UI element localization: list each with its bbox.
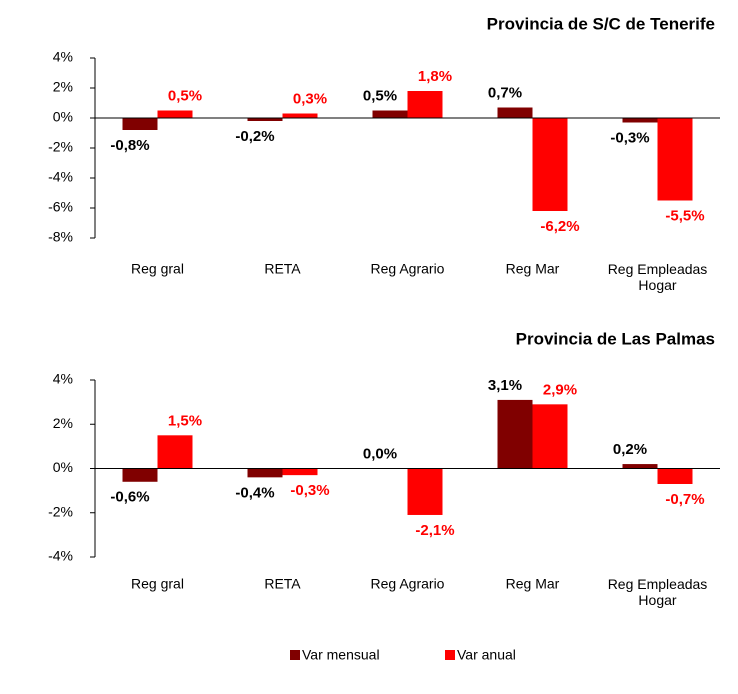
value-label: -2,1% (415, 522, 454, 539)
value-label: 0,0% (363, 445, 397, 462)
value-label: -5,5% (665, 207, 704, 224)
bar (497, 107, 533, 118)
bar (122, 468, 158, 482)
y-tick-label: 4% (53, 371, 73, 387)
bar (622, 464, 658, 469)
x-tick-label: Reg Agrario (371, 576, 445, 592)
bar (247, 468, 283, 478)
bar (122, 118, 158, 130)
bar (247, 118, 283, 121)
legend-swatch (290, 650, 300, 660)
value-label: -0,8% (110, 137, 149, 154)
legend-swatch (445, 650, 455, 660)
y-tick-label: -6% (48, 199, 73, 215)
x-tick-label: Reg Mar (506, 261, 560, 277)
legend-label: Var mensual (302, 647, 380, 663)
bar (657, 468, 693, 484)
bar (407, 468, 443, 515)
value-label: -0,3% (290, 482, 329, 499)
y-tick-label: 0% (53, 109, 73, 125)
y-tick-label: 2% (53, 79, 73, 95)
x-tick-label: Reg gral (131, 261, 184, 277)
value-label: 1,8% (418, 68, 452, 85)
x-tick-label: Reg Empleadas Hogar (608, 261, 708, 293)
value-label: -6,2% (540, 218, 579, 235)
y-tick-label: -2% (48, 503, 73, 519)
x-tick-label: Reg Agrario (371, 261, 445, 277)
y-tick-label: 2% (53, 415, 73, 431)
y-tick-label: -8% (48, 229, 73, 245)
value-label: 1,5% (168, 412, 202, 429)
legend-label: Var anual (457, 647, 516, 663)
value-label: 0,5% (168, 87, 202, 104)
bar (497, 399, 533, 469)
value-label: -0,3% (610, 129, 649, 146)
bar (407, 91, 443, 118)
x-tick-label: Reg Mar (506, 576, 560, 592)
x-tick-label: Reg gral (131, 576, 184, 592)
value-label: 3,1% (488, 377, 522, 394)
value-label: -0,7% (665, 491, 704, 508)
y-tick-label: 0% (53, 459, 73, 475)
x-tick-label: RETA (264, 261, 301, 277)
bar (657, 118, 693, 201)
value-label: -0,2% (235, 128, 274, 145)
value-label: 0,2% (613, 441, 647, 458)
value-label: -0,4% (235, 484, 274, 501)
bar (372, 110, 408, 118)
x-tick-label: Reg Empleadas Hogar (608, 576, 708, 608)
y-tick-label: -4% (48, 548, 73, 564)
value-label: -0,6% (110, 489, 149, 506)
bar (282, 468, 318, 476)
bar (622, 118, 658, 123)
bar (282, 113, 318, 118)
value-label: 0,3% (293, 90, 327, 107)
bar (532, 404, 568, 469)
bar (157, 110, 193, 118)
bar (157, 435, 193, 469)
value-label: 2,9% (543, 381, 577, 398)
bar (532, 118, 568, 211)
y-tick-label: 4% (53, 49, 73, 65)
y-tick-label: -2% (48, 139, 73, 155)
value-label: 0,5% (363, 87, 397, 104)
value-label: 0,7% (488, 84, 522, 101)
y-tick-label: -4% (48, 169, 73, 185)
chart-title: Provincia de Las Palmas (516, 329, 715, 348)
chart-title: Provincia de S/C de Tenerife (487, 14, 715, 33)
x-tick-label: RETA (264, 576, 301, 592)
